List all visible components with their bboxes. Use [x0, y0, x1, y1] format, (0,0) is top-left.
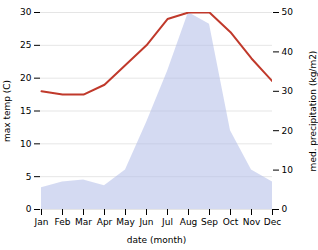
svg-text:Apr: Apr: [97, 217, 113, 227]
svg-text:30: 30: [282, 86, 294, 96]
svg-text:Mar: Mar: [75, 217, 92, 227]
svg-text:Jun: Jun: [138, 217, 153, 227]
svg-text:50: 50: [282, 7, 294, 17]
svg-text:Aug: Aug: [180, 217, 198, 227]
svg-text:40: 40: [282, 47, 294, 57]
svg-text:Jul: Jul: [161, 217, 173, 227]
svg-text:med. precipitation (kg/m2): med. precipitation (kg/m2): [308, 51, 318, 172]
svg-text:5: 5: [26, 172, 32, 182]
svg-text:30: 30: [20, 7, 32, 17]
svg-text:Dec: Dec: [264, 217, 281, 227]
svg-text:Feb: Feb: [55, 217, 71, 227]
svg-text:Sep: Sep: [201, 217, 218, 227]
svg-text:25: 25: [20, 40, 31, 50]
svg-text:10: 10: [20, 139, 32, 149]
svg-text:10: 10: [282, 165, 294, 175]
svg-text:20: 20: [20, 73, 32, 83]
svg-text:Jan: Jan: [34, 217, 49, 227]
svg-text:0: 0: [26, 204, 32, 214]
svg-text:Oct: Oct: [223, 217, 239, 227]
svg-text:May: May: [116, 217, 135, 227]
svg-text:20: 20: [282, 126, 294, 136]
svg-text:0: 0: [282, 204, 288, 214]
svg-text:date (month): date (month): [127, 235, 186, 245]
svg-text:Nov: Nov: [243, 217, 261, 227]
svg-text:max temp (C): max temp (C): [2, 80, 12, 142]
svg-text:15: 15: [20, 106, 31, 116]
